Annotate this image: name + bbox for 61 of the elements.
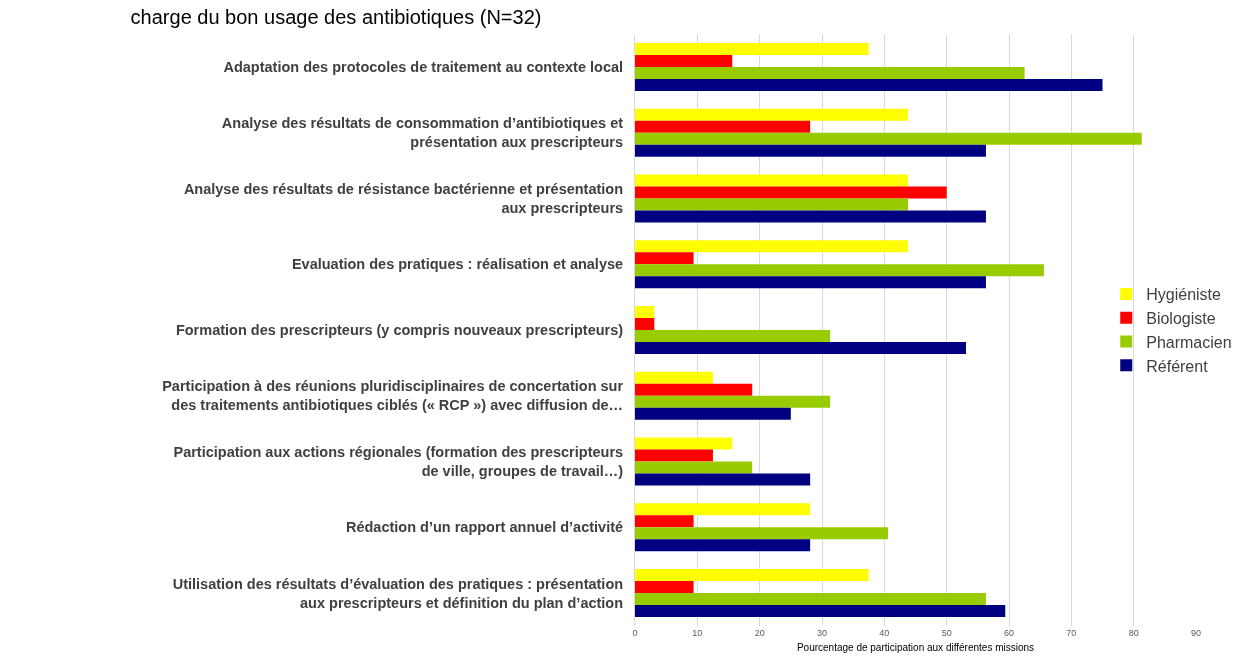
bar <box>635 383 753 396</box>
bar <box>635 174 909 187</box>
bar <box>635 473 811 486</box>
x-tick-label: 50 <box>941 628 952 638</box>
bar <box>635 54 733 67</box>
bar <box>635 264 1044 277</box>
bar <box>635 371 713 384</box>
bar <box>635 449 713 462</box>
x-axis-title: Pourcentage de participation aux différentes missions <box>796 641 1035 653</box>
x-tick-label: 30 <box>816 628 828 638</box>
bar <box>635 515 694 528</box>
x-tick-label: 40 <box>879 628 890 638</box>
bar <box>635 503 811 516</box>
y-tick-label: Rédaction d’un rapport annuel d’activité <box>345 519 624 536</box>
bar <box>635 78 1103 91</box>
x-tick-label: 70 <box>1066 628 1077 638</box>
legend-label: Biologiste <box>1146 309 1216 327</box>
bar <box>635 569 869 582</box>
bar <box>635 407 791 420</box>
y-tick-label: Analyse des résultats de résistance bactérienne et présentation aux prescripteurs <box>183 181 624 216</box>
bar <box>635 198 909 211</box>
bar <box>635 539 811 552</box>
bar <box>635 42 869 55</box>
x-tick-label: 0 <box>632 628 638 638</box>
legend-label: Hygiéniste <box>1146 286 1222 304</box>
bar <box>635 252 694 265</box>
x-tick-label: 60 <box>1003 628 1015 638</box>
bar <box>635 593 986 606</box>
bar <box>635 527 889 540</box>
y-tick-label: Participation aux actions régionales (formation des prescripteurs de ville, groupes de travail…) <box>173 444 624 480</box>
x-tick-label: 10 <box>692 628 703 638</box>
bar <box>635 330 831 342</box>
bar <box>635 318 655 330</box>
text: charge du bon usage des antibiotiques (N=32) <box>130 6 542 29</box>
x-tick-label: 90 <box>1190 628 1202 638</box>
bar <box>635 240 909 253</box>
bar <box>635 144 986 157</box>
bar <box>635 66 1025 79</box>
legend-label: Référent <box>1146 357 1209 375</box>
bar <box>635 276 986 289</box>
y-tick-label: Adaptation des protocoles de traitement au contexte local <box>223 58 624 75</box>
y-tick-label: Analyse des résultats de consommation d’antibiotiques et présentation aux prescripteurs <box>221 115 624 151</box>
bar <box>635 342 966 355</box>
legend-label: Pharmacien <box>1146 333 1232 351</box>
y-tick-label: Utilisation des résultats d’évaluation des pratiques : présentation aux prescripteurs et définition du plan d’action <box>172 575 624 611</box>
y-tick-label: Participation à des réunions pluridisciplinaires de concertation sur des traitements antibiotiques ciblés (« RCP ») avec diffusion de… <box>162 378 624 414</box>
bar <box>635 210 986 223</box>
y-tick-label: Formation des prescripteurs (y compris nouveaux prescripteurs) <box>175 322 624 339</box>
bar <box>635 437 733 450</box>
bar <box>635 120 811 133</box>
x-tick-label: 20 <box>754 628 765 638</box>
bar <box>635 581 694 594</box>
bar <box>635 395 831 408</box>
y-tick-label: Evaluation des pratiques : réalisation et analyse <box>291 256 624 273</box>
bar <box>635 461 753 474</box>
bar <box>635 605 1006 618</box>
bar <box>635 132 1142 145</box>
x-tick-label: 80 <box>1128 628 1139 638</box>
bar <box>635 186 947 199</box>
bar <box>635 108 909 121</box>
bar <box>635 305 655 318</box>
